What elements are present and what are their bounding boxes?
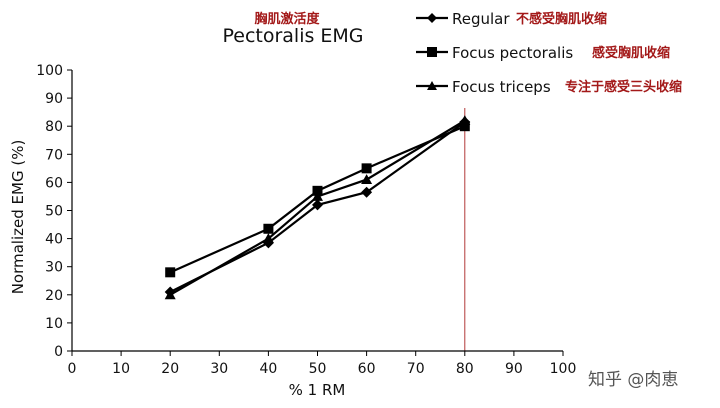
- x-tick-label: 0: [68, 361, 77, 377]
- data-point: [262, 233, 274, 243]
- x-axis-label: % 1 RM: [289, 381, 346, 399]
- data-point: [165, 267, 176, 278]
- legend-label: Focus triceps: [452, 78, 551, 96]
- x-tick-label: 60: [358, 361, 376, 377]
- series-focus-pectoralis: [165, 121, 470, 278]
- y-tick-label: 70: [45, 147, 63, 163]
- y-tick-label: 40: [45, 232, 63, 248]
- legend-marker: [427, 13, 437, 23]
- data-point: [312, 199, 323, 211]
- x-tick-label: 10: [112, 361, 130, 377]
- x-tick-label: 100: [550, 361, 577, 377]
- legend-note: 感受胸肌收缩: [592, 45, 670, 61]
- x-tick-label: 40: [259, 361, 277, 377]
- data-point: [361, 174, 373, 184]
- axes: [71, 70, 563, 352]
- y-tick-label: 0: [54, 344, 63, 360]
- data-point: [312, 190, 323, 201]
- x-tick-label: 50: [309, 361, 327, 377]
- y-tick-label: 80: [45, 119, 63, 135]
- legend-note: 不感受胸肌收缩: [516, 11, 607, 27]
- data-point: [263, 223, 274, 234]
- data-point: [459, 121, 470, 132]
- y-ticks: 0 10 20 30 40 50 60 70 80 90 100: [36, 63, 72, 360]
- data-point: [361, 163, 372, 174]
- data-point: [459, 115, 471, 125]
- y-tick-label: 90: [45, 91, 63, 107]
- legend-label: Focus pectoralis: [452, 44, 573, 62]
- legend-label: Regular: [452, 10, 510, 28]
- y-tick-label: 50: [45, 204, 63, 220]
- watermark: 知乎 @肉恵: [588, 370, 678, 390]
- x-tick-label: 20: [161, 361, 179, 377]
- x-tick-label: 70: [407, 361, 425, 377]
- y-tick-label: 100: [36, 63, 63, 79]
- data-point: [312, 185, 323, 196]
- legend-item: Focus triceps 专注于感受三头收缩: [416, 78, 682, 96]
- data-point: [361, 186, 373, 198]
- x-ticks: 0 10 20 30 40 50 60 70 80 90 100: [68, 351, 577, 377]
- y-tick-label: 10: [45, 316, 63, 332]
- y-tick-label: 60: [45, 175, 63, 191]
- chart-title: Pectoralis EMG: [222, 25, 363, 47]
- x-tick-label: 30: [210, 361, 228, 377]
- series-layer: [164, 115, 471, 300]
- legend-marker: [427, 47, 437, 57]
- legend-note: 专注于感受三头收缩: [565, 79, 682, 95]
- series-focus-triceps: [164, 115, 471, 300]
- chart-subtitle: 胸肌激活度: [254, 11, 320, 27]
- legend-item: Focus pectoralis 感受胸肌收缩: [416, 44, 670, 62]
- legend-marker: [427, 81, 437, 90]
- y-tick-label: 30: [45, 260, 63, 276]
- y-axis-label: Normalized EMG (%): [9, 140, 27, 295]
- x-tick-label: 80: [456, 361, 474, 377]
- data-point: [164, 289, 176, 300]
- x-tick-label: 90: [505, 361, 523, 377]
- legend-item: Regular 不感受胸肌收缩: [416, 10, 607, 28]
- y-tick-label: 20: [45, 288, 63, 304]
